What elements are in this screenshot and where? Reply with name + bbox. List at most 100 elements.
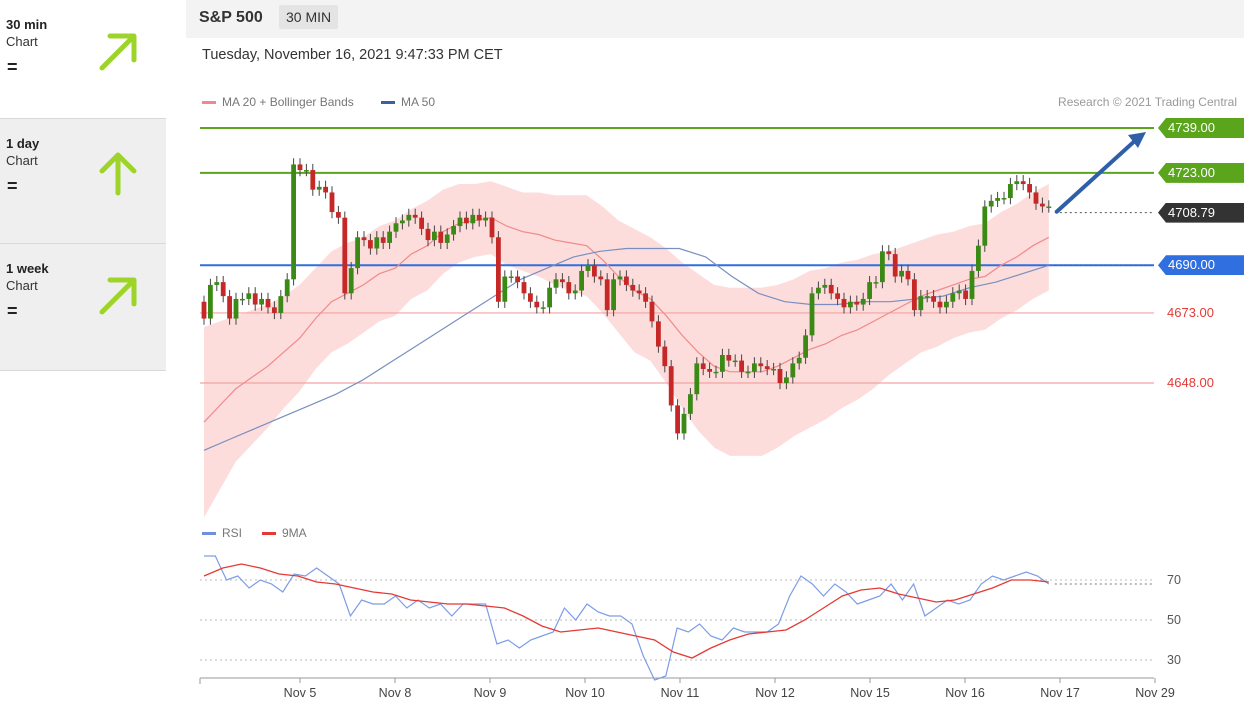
- candle-body: [361, 237, 367, 241]
- candle-body: [912, 279, 917, 311]
- candle-body: [662, 346, 668, 367]
- candle-body: [617, 276, 623, 280]
- candle-body: [496, 237, 501, 302]
- candle-body: [944, 301, 949, 308]
- candle-body: [201, 301, 207, 319]
- candle-body: [374, 237, 380, 249]
- candle-body: [355, 237, 360, 269]
- rsi-ma9-line: [203, 563, 1049, 659]
- candle-body: [259, 298, 264, 305]
- legend-swatch: [262, 531, 276, 535]
- candle-body: [924, 296, 930, 298]
- timeframe-label: 1 day: [6, 136, 40, 151]
- level-label: 4708.79: [1158, 202, 1244, 223]
- arrow-up-icon: [99, 152, 137, 196]
- candle-body: [406, 214, 412, 221]
- x-tick-label: Nov 12: [755, 686, 795, 700]
- candle-body: [720, 354, 725, 372]
- candle-body: [688, 394, 693, 414]
- candle-body: [816, 287, 821, 294]
- candle-body: [1027, 184, 1032, 193]
- candle-body: [336, 212, 341, 218]
- timeframe-item-30min[interactable]: 30 min Chart =: [0, 0, 166, 119]
- candle-body: [713, 371, 719, 374]
- rsi-tick-label: 30: [1167, 653, 1181, 667]
- candle-body: [444, 234, 450, 243]
- candle-body: [649, 301, 655, 322]
- level-label: 4690.00: [1158, 255, 1244, 276]
- candle-body: [592, 265, 597, 277]
- candle-body: [643, 293, 648, 302]
- candle-body: [1001, 198, 1007, 200]
- timeframe-item-1day[interactable]: 1 day Chart =: [0, 119, 166, 244]
- level-label: 4648.00: [1167, 375, 1214, 390]
- rsi-line: [204, 555, 1050, 681]
- candle-body: [803, 335, 808, 358]
- candle-body: [796, 357, 802, 364]
- candle-body: [227, 296, 232, 319]
- candle-body: [566, 282, 572, 294]
- candle-body: [502, 276, 508, 302]
- candle-body: [905, 270, 911, 280]
- candle-body: [956, 290, 962, 294]
- candle-body: [809, 293, 815, 336]
- level-label: 4739.00: [1158, 118, 1244, 138]
- candle-body: [1046, 206, 1052, 208]
- candle-body: [572, 290, 578, 294]
- candle-body: [278, 296, 284, 313]
- candle-body: [329, 192, 335, 213]
- x-tick-label: Nov 10: [565, 686, 605, 700]
- candle-body: [419, 217, 424, 229]
- candle-body: [681, 413, 687, 434]
- legend-ma20: MA 20 + Bollinger Bands: [202, 95, 354, 109]
- candle-body: [604, 279, 610, 311]
- candle-body: [432, 231, 437, 241]
- candle-body: [534, 301, 540, 308]
- candle-body: [265, 298, 271, 308]
- x-tick-label: Nov 5: [284, 686, 317, 700]
- candle-body: [656, 321, 661, 347]
- arrow-up-right-icon: [99, 277, 137, 315]
- candle-body: [969, 270, 975, 299]
- candle-body: [284, 279, 290, 297]
- timeframe-item-1week[interactable]: 1 week Chart =: [0, 244, 166, 371]
- candle-body: [707, 368, 712, 372]
- timeframe-sub: Chart: [6, 34, 38, 49]
- candle-body: [828, 284, 834, 294]
- candle-body: [521, 282, 527, 294]
- candle-body: [368, 240, 373, 249]
- candle-body: [252, 293, 258, 305]
- candle-body: [540, 307, 546, 309]
- interval-badge[interactable]: 30 MIN: [279, 5, 339, 29]
- candle-body: [1020, 181, 1026, 185]
- candle-body: [560, 279, 565, 283]
- candle-body: [630, 284, 636, 291]
- candle-body: [310, 170, 316, 190]
- symbol-title: S&P 500: [199, 9, 263, 26]
- candle-body: [790, 363, 796, 378]
- candle-body: [963, 290, 968, 299]
- candle-body: [380, 237, 386, 243]
- candle-body: [208, 284, 213, 319]
- candle-body: [1008, 184, 1013, 199]
- candle-body: [291, 164, 296, 280]
- candle-body: [464, 217, 469, 224]
- candle-body: [348, 268, 354, 294]
- candle-body: [995, 198, 1000, 201]
- legend-rsi: RSI: [202, 526, 242, 540]
- candle-body: [470, 214, 476, 224]
- candle-body: [400, 220, 405, 224]
- candle-body: [726, 354, 732, 361]
- x-tick-label: Nov 29: [1135, 686, 1175, 700]
- candle-body: [246, 293, 252, 299]
- legend-swatch: [381, 100, 395, 104]
- candle-body: [272, 307, 277, 313]
- candle-body: [675, 405, 680, 434]
- candle-body: [835, 293, 840, 299]
- candle-body: [982, 206, 988, 246]
- arrow-up-right-icon: [99, 33, 137, 71]
- candle-body: [867, 282, 872, 299]
- candle-body: [841, 298, 847, 308]
